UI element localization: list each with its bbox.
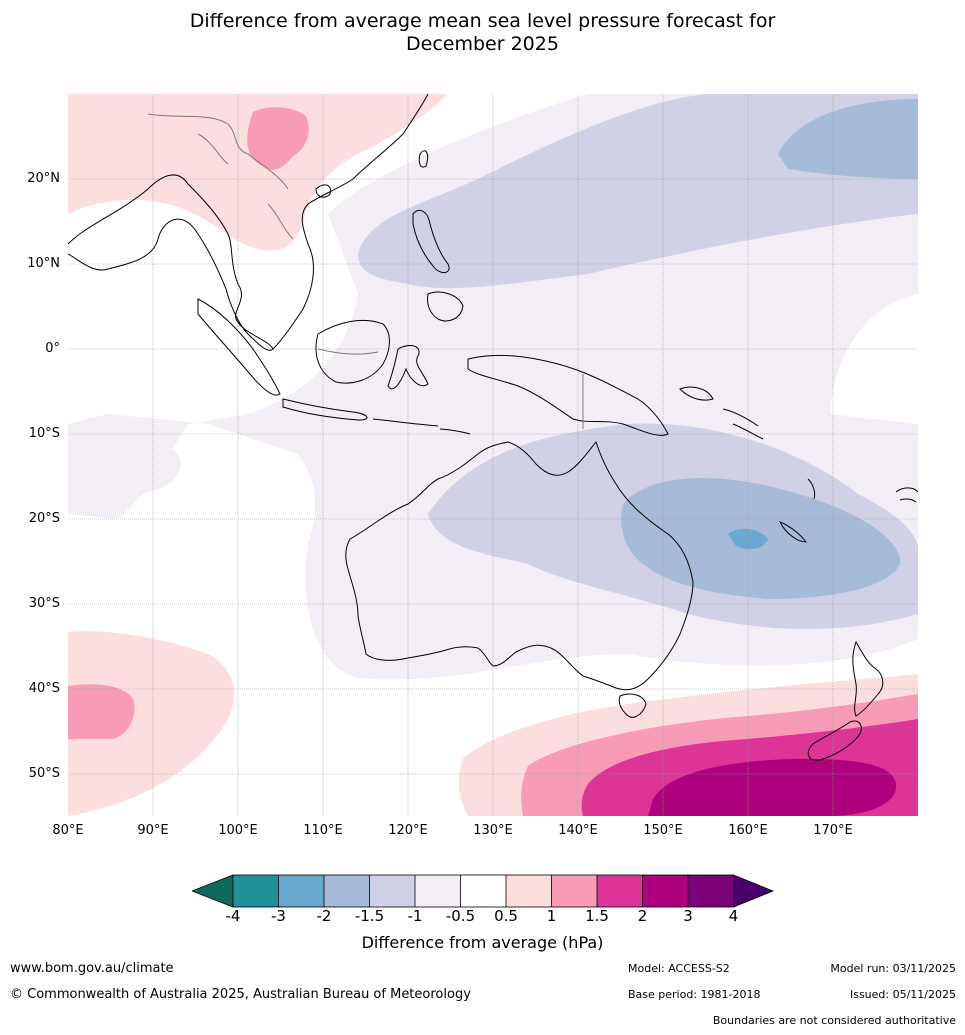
lat-label-30s: 30°S: [28, 596, 60, 611]
lon-label-170e: 170°E: [813, 823, 853, 838]
colorbar-swatch-pos0-5-1: [506, 875, 552, 907]
coast-mindanao: [427, 291, 464, 322]
coast-indochina: [272, 94, 429, 350]
lon-label-80e: 80°E: [52, 823, 84, 838]
contour-pos-0-5-asia: [68, 94, 448, 251]
colorbar-tick-neg3: -3: [271, 907, 286, 925]
model-run-date: Model run: 03/11/2025: [830, 962, 956, 975]
coast-new-britain: [679, 386, 714, 401]
boundaries-disclaimer: Boundaries are not considered authoritat…: [712, 1014, 956, 1027]
colorbar-tick-pos2: 2: [637, 907, 648, 925]
contour-pos-0-5-southwest: [68, 631, 235, 816]
website-link[interactable]: www.bom.gov.au/climate: [10, 961, 174, 976]
colorbar-min-arrow: [192, 874, 234, 908]
colorbar-swatch-neg0-5-1: [415, 875, 461, 907]
coast-java: [282, 398, 368, 421]
coast-lesser-sunda: [372, 418, 471, 435]
graticule: [68, 94, 918, 816]
lat-label-0: 0°: [45, 341, 60, 356]
pressure-anomaly-map[interactable]: [68, 94, 918, 816]
lon-label-100e: 100°E: [218, 823, 258, 838]
contour-pos-2-southeast: [648, 758, 897, 816]
colorbar-tick-pos0-5: 0.5: [494, 907, 518, 925]
map-canvas: [68, 94, 918, 816]
title-line-1: Difference from average mean sea level p…: [189, 10, 776, 32]
coast-hainan: [315, 184, 332, 198]
contour-neg-1-5-north: [778, 99, 918, 179]
colorbar-swatch-neg1-5-2: [324, 875, 370, 907]
lat-label-40s: 40°S: [28, 681, 60, 696]
colorbar-tick-neg2: -2: [316, 907, 332, 925]
coast-new-guinea: [467, 354, 669, 436]
coast-nz-south: [807, 720, 862, 761]
lon-label-120e: 120°E: [388, 823, 428, 838]
colorbar-tick-neg1-5: -1.5: [354, 907, 385, 925]
chart-title: Difference from average mean sea level p…: [0, 10, 965, 56]
contour-neg-0-5-west: [68, 432, 181, 514]
coast-tasmania: [618, 693, 647, 718]
coast-borneo: [315, 319, 390, 384]
contour-pos-1-southwest: [68, 684, 135, 739]
base-period: Base period: 1981-2018: [628, 988, 761, 1001]
lon-label-110e: 110°E: [303, 823, 343, 838]
coast-vanuatu: [807, 478, 816, 500]
colorbar-max-arrow: [733, 874, 774, 908]
copyright-text: © Commonwealth of Australia 2025, Austra…: [10, 987, 471, 1002]
contour-pos-1-asia: [247, 107, 309, 170]
colorbar-tick-pos1: 1: [546, 907, 557, 925]
coast-taiwan: [418, 150, 429, 168]
coast-australia: [345, 440, 694, 691]
coast-sumatra: [197, 298, 281, 396]
lat-label-20n: 20°N: [27, 171, 60, 186]
contour-neg-1-north: [358, 94, 918, 289]
colorbar-tick-neg4: -4: [225, 907, 241, 925]
lon-label-140e: 140°E: [558, 823, 598, 838]
lat-label-50s: 50°S: [28, 766, 60, 781]
colorbar: [192, 874, 774, 908]
coast-sulawesi: [387, 345, 429, 390]
colorbar-swatch-pos1-1-5: [551, 875, 597, 907]
coast-new-caledonia: [778, 521, 808, 543]
anomaly-contours: [68, 94, 918, 816]
colorbar-swatch-pos2-3: [642, 875, 688, 907]
coastlines: [68, 94, 918, 761]
colorbar-label: Difference from average (hPa): [361, 933, 604, 952]
colorbar-swatch-neg1-1-5: [369, 875, 415, 907]
colorbar-swatch-neg2-3: [278, 875, 324, 907]
colorbar-tick-pos1-5: 1.5: [585, 907, 609, 925]
coast-fiji: [895, 487, 918, 503]
title-line-2: December 2025: [406, 33, 559, 55]
model-name: Model: ACCESS-S2: [628, 962, 730, 975]
colorbar-tick-neg0-5: -0.5: [445, 907, 476, 925]
colorbar-swatch-pos1-5-2: [597, 875, 643, 907]
colorbar-tick-neg1: -1: [407, 907, 423, 925]
issued-date: Issued: 05/11/2025: [849, 988, 956, 1001]
colorbar-tick-pos4: 4: [728, 907, 739, 925]
lat-label-10s: 10°S: [28, 426, 60, 441]
colorbar-tick-pos3: 3: [683, 907, 693, 925]
lon-label-130e: 130°E: [473, 823, 513, 838]
lon-label-160e: 160°E: [728, 823, 768, 838]
colorbar-swatch-neg3-4: [233, 875, 279, 907]
lon-label-150e: 150°E: [643, 823, 683, 838]
coast-nz-north: [852, 640, 884, 717]
lat-label-10n: 10°N: [27, 256, 60, 271]
coast-solomons: [722, 408, 764, 440]
lon-label-90e: 90°E: [137, 823, 169, 838]
lat-label-20s: 20°S: [28, 511, 60, 526]
colorbar-swatch-neutral: [460, 875, 506, 907]
coast-luzon: [412, 209, 450, 273]
colorbar-swatch-pos3-4: [688, 875, 734, 907]
country-boundaries: [147, 113, 584, 429]
